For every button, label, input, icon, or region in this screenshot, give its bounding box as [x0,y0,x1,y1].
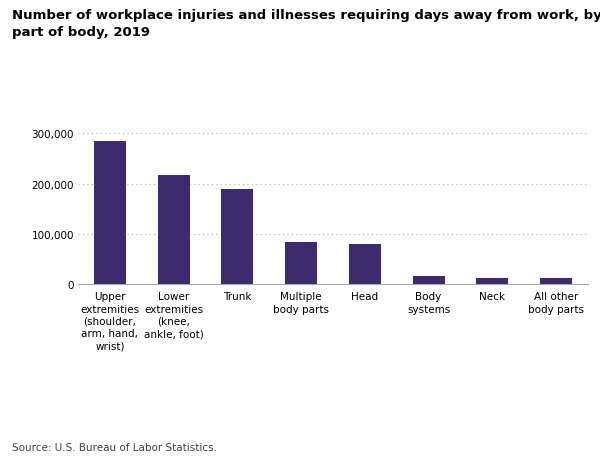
Bar [540,279,572,285]
Bar [476,278,508,285]
Bar [94,141,126,285]
Bar [285,243,317,285]
Bar [158,176,190,285]
Text: Number of workplace injuries and illnesses requiring days away from work, by
par: Number of workplace injuries and illness… [12,9,600,39]
Text: Source: U.S. Bureau of Labor Statistics.: Source: U.S. Bureau of Labor Statistics. [12,442,217,452]
Bar [413,276,445,285]
Bar [349,244,381,285]
Bar [221,190,253,285]
